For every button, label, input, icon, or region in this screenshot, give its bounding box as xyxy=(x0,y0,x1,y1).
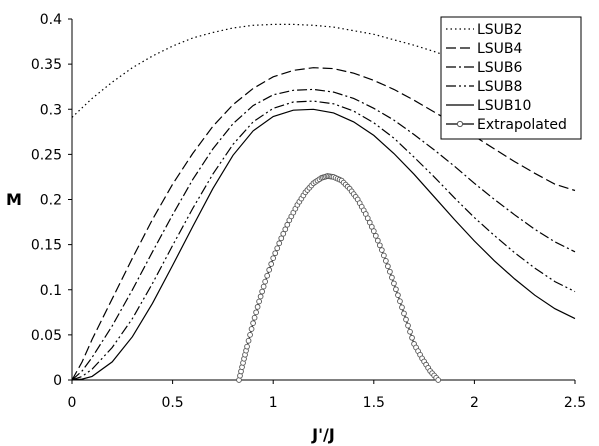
series-lsub8 xyxy=(71,100,576,381)
series-line xyxy=(71,88,576,381)
legend-marker xyxy=(456,120,464,128)
x-tick-label: 2.5 xyxy=(564,395,586,411)
data-point-marker xyxy=(268,261,275,267)
data-point-marker xyxy=(256,298,262,305)
data-point-marker xyxy=(391,280,397,287)
data-point-marker xyxy=(245,337,252,344)
data-point-marker xyxy=(374,237,381,244)
data-point-marker xyxy=(376,242,383,249)
y-axis-ticks: 0 0.05 0.1 0.15 0.2 0.25 0.3 0.35 0.4 xyxy=(31,12,72,389)
legend-label: LSUB2 xyxy=(477,22,522,38)
data-point-marker xyxy=(272,250,279,257)
x-axis-ticks: 0 0.5 1 1.5 2 2.5 xyxy=(68,380,586,411)
y-axis-title: M xyxy=(6,190,22,209)
legend-label: LSUB10 xyxy=(477,98,531,114)
data-point-marker xyxy=(247,332,253,338)
data-point-marker xyxy=(264,272,271,279)
data-point-marker xyxy=(260,283,267,290)
data-point-marker xyxy=(274,245,281,252)
series-group xyxy=(71,23,576,383)
y-tick-label: 0.1 xyxy=(40,283,62,299)
y-tick-label: 0.15 xyxy=(31,238,62,254)
y-tick-label: 0.3 xyxy=(40,102,62,118)
data-point-marker xyxy=(266,267,273,273)
legend-item: LSUB2 xyxy=(446,22,522,38)
y-tick-label: 0.4 xyxy=(40,12,62,28)
data-point-marker xyxy=(381,252,387,259)
data-point-marker xyxy=(259,288,265,295)
data-point-marker xyxy=(397,298,403,305)
x-tick-label: 2 xyxy=(470,395,479,411)
data-point-marker xyxy=(401,310,407,317)
y-tick-label: 0 xyxy=(53,373,62,389)
x-tick-label: 1 xyxy=(269,395,278,411)
data-point-marker xyxy=(276,240,283,247)
data-point-marker xyxy=(248,326,255,332)
legend-box xyxy=(440,16,582,140)
x-tick-label: 1.5 xyxy=(363,395,385,411)
data-point-marker xyxy=(278,235,285,242)
data-point-marker xyxy=(270,255,277,262)
data-point-marker xyxy=(254,304,261,310)
series-line xyxy=(71,67,576,381)
data-point-marker xyxy=(280,230,287,237)
series-lsub2 xyxy=(71,23,495,118)
series-line xyxy=(71,100,576,381)
data-point-marker xyxy=(253,309,259,316)
legend-label: Extrapolated xyxy=(477,117,567,133)
data-point-marker xyxy=(435,377,442,383)
data-point-marker xyxy=(372,232,379,239)
data-point-marker xyxy=(407,328,413,335)
legend-item: LSUB6 xyxy=(446,60,523,76)
legend-item: LSUB10 xyxy=(446,98,531,114)
data-point-marker xyxy=(393,286,399,293)
data-point-marker xyxy=(409,334,415,341)
x-tick-label: 0.5 xyxy=(161,395,183,411)
data-point-marker xyxy=(257,293,264,300)
data-point-marker xyxy=(250,320,256,326)
y-tick-label: 0.05 xyxy=(31,328,62,344)
data-point-marker xyxy=(370,228,377,234)
data-point-marker xyxy=(378,247,385,253)
legend-item: Extrapolated xyxy=(446,117,567,133)
series-lsub4 xyxy=(71,67,576,381)
data-point-marker xyxy=(395,292,401,299)
legend-item: LSUB4 xyxy=(446,41,523,57)
x-axis-title: J'/J xyxy=(311,425,335,444)
data-point-marker xyxy=(389,274,395,281)
data-point-marker xyxy=(387,268,393,275)
series-line xyxy=(71,108,576,381)
y-tick-label: 0.35 xyxy=(31,57,62,73)
y-tick-label: 0.2 xyxy=(40,193,62,209)
series-line xyxy=(71,23,495,118)
series-extrapolated xyxy=(236,173,442,383)
data-point-marker xyxy=(251,314,258,321)
series-lsub10 xyxy=(71,108,576,381)
data-point-marker xyxy=(284,221,291,228)
legend-label: LSUB6 xyxy=(477,60,523,76)
legend: LSUB2 LSUB4 LSUB6 LSUB8 LSUB10 Extrapolated xyxy=(440,16,582,140)
data-point-marker xyxy=(403,316,409,323)
data-point-marker xyxy=(244,343,250,350)
data-point-marker xyxy=(282,226,289,233)
legend-label: LSUB8 xyxy=(477,79,522,95)
data-point-marker xyxy=(405,322,411,329)
data-point-marker xyxy=(385,263,391,270)
series-lsub6 xyxy=(71,88,576,381)
y-tick-label: 0.25 xyxy=(31,147,62,163)
data-point-marker xyxy=(383,258,389,264)
legend-item: LSUB8 xyxy=(446,79,522,95)
x-tick-label: 0 xyxy=(68,395,77,411)
data-point-marker xyxy=(262,278,269,285)
legend-label: LSUB4 xyxy=(477,41,523,57)
data-point-marker xyxy=(399,304,405,311)
